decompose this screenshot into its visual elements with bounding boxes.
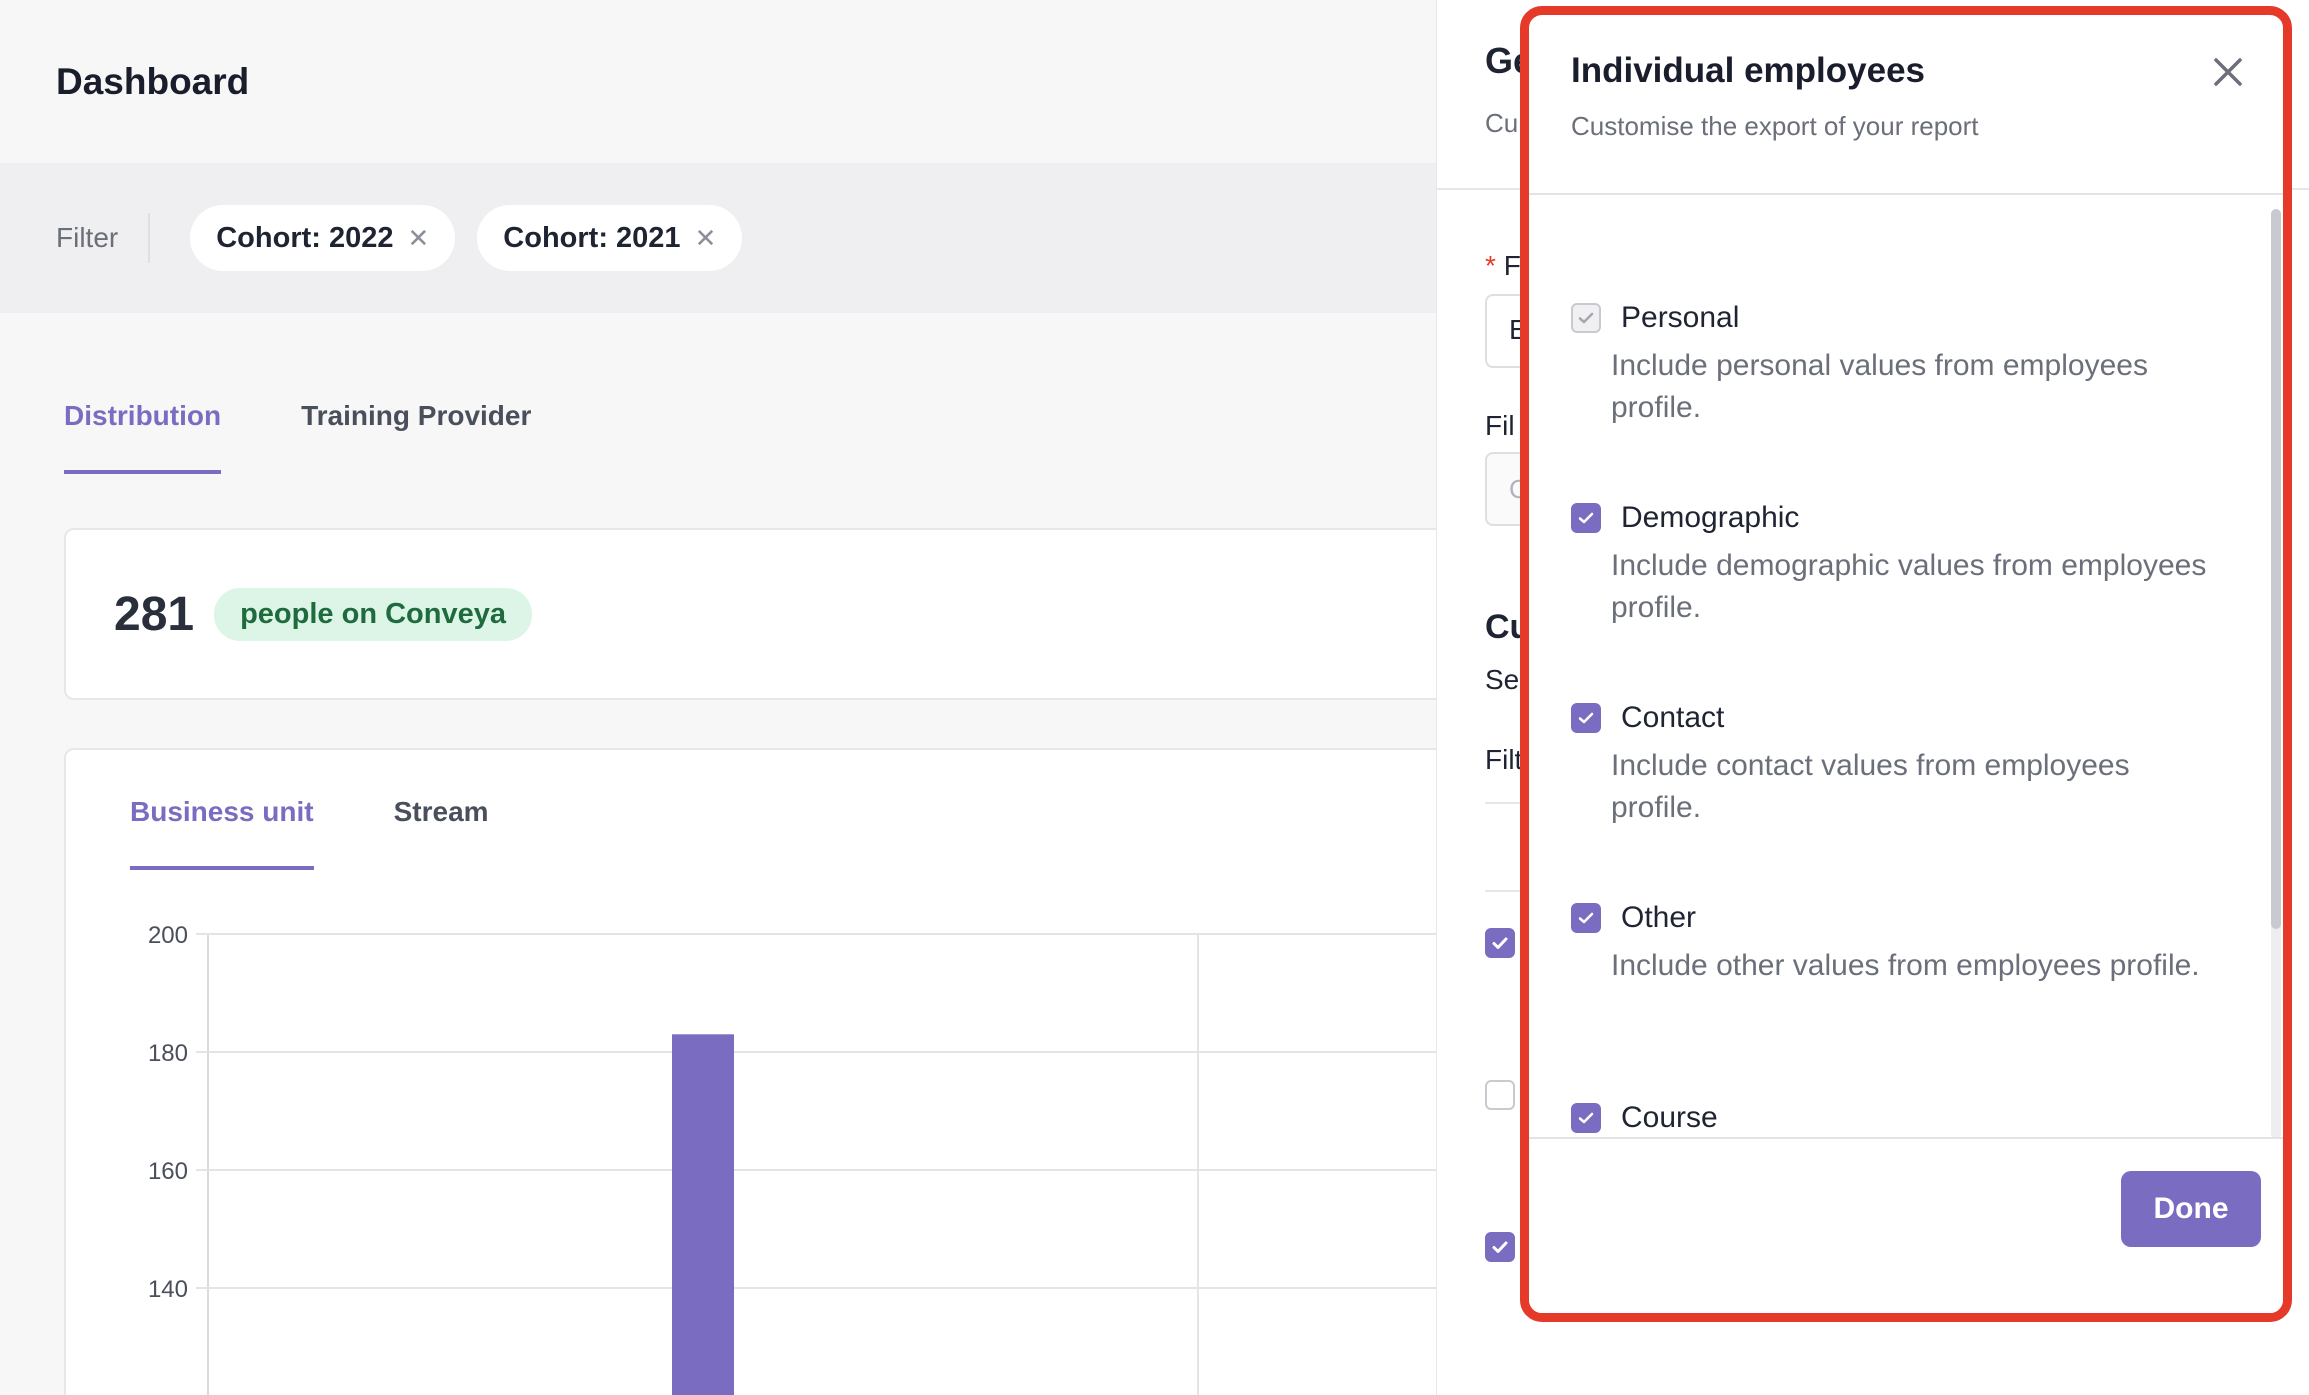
option-other: Other Include other values from employee… <box>1571 901 2211 987</box>
chart-card: Business unit Stream 200 180 160 140 <box>64 748 1436 1395</box>
tab-training-provider[interactable]: Training Provider <box>301 400 532 431</box>
y-tick-label: 160 <box>148 1158 188 1185</box>
option-contact: Contact Include contact values from empl… <box>1571 701 2211 829</box>
y-tick-label: 140 <box>148 1276 188 1303</box>
scrollbar-thumb[interactable] <box>2271 209 2281 929</box>
option-description: Include contact values from employees pr… <box>1611 749 2130 824</box>
people-count-card: 281 people on Conveya <box>64 528 1436 700</box>
done-button[interactable]: Done <box>2121 1171 2261 1247</box>
filter-chip-cohort-2021: Cohort: 2021 ✕ <box>477 205 743 271</box>
option-label: Course <box>1621 1101 1718 1134</box>
drawer-checkbox[interactable] <box>1485 928 1515 958</box>
page-header: Dashboard <box>0 0 1436 163</box>
tab-business-unit[interactable]: Business unit <box>130 796 314 870</box>
people-count-badge: people on Conveya <box>214 587 532 641</box>
section-subtitle-fragment: Se <box>1485 664 1520 695</box>
option-description: Include personal values from employees p… <box>1611 349 2148 424</box>
file-type-label-fragment: Fil <box>1485 410 1515 441</box>
option-course: Course <box>1571 1101 2211 1135</box>
panel-options: Personal Include personal values from em… <box>1529 195 2283 1155</box>
checkbox-course[interactable] <box>1571 1103 1601 1133</box>
close-icon[interactable]: ✕ <box>407 222 430 253</box>
option-personal: Personal Include personal values from em… <box>1571 301 2211 429</box>
option-label: Demographic <box>1621 501 1800 534</box>
option-description: Include other values from employees prof… <box>1611 949 2200 982</box>
drawer-subtitle-fragment: Cu <box>1485 108 1519 138</box>
option-description: Include demographic values from employee… <box>1611 549 2207 624</box>
main-tabs: Distribution Training Provider <box>64 400 531 474</box>
checkbox-other[interactable] <box>1571 903 1601 933</box>
dashboard: Dashboard Filter Cohort: 2022 ✕ Cohort: … <box>0 0 1436 1395</box>
filter-chip-label: Cohort: 2021 <box>503 221 681 254</box>
people-count: 281 <box>114 587 195 641</box>
individual-employees-panel: Individual employees Customise the expor… <box>1520 6 2292 1322</box>
page-title: Dashboard <box>56 60 250 102</box>
option-label: Personal <box>1621 301 1740 334</box>
required-field-label-fragment: * F <box>1485 250 1521 281</box>
filter-chip-cohort-2022: Cohort: 2022 ✕ <box>190 205 456 271</box>
y-tick-label: 180 <box>148 1040 188 1067</box>
checkbox-demographic[interactable] <box>1571 503 1601 533</box>
drawer-checkbox[interactable] <box>1485 1232 1515 1262</box>
chart-tabs: Business unit Stream <box>130 796 489 870</box>
option-demographic: Demographic Include demographic values f… <box>1571 501 2211 629</box>
filter-bar: Filter Cohort: 2022 ✕ Cohort: 2021 ✕ <box>0 163 1436 313</box>
close-icon[interactable]: ✕ <box>694 222 717 253</box>
panel-title: Individual employees <box>1571 51 1925 90</box>
panel-footer: Done <box>1529 1137 2283 1313</box>
option-label: Other <box>1621 901 1697 934</box>
filter-chip-label: Cohort: 2022 <box>216 221 394 254</box>
tab-distribution[interactable]: Distribution <box>64 400 222 474</box>
chart-bar[interactable] <box>672 1034 734 1395</box>
filter-label: Filter <box>56 213 151 263</box>
checkbox-personal[interactable] <box>1571 303 1601 333</box>
bar-chart: 200 180 160 140 <box>148 922 1436 1395</box>
panel-header: Individual employees Customise the expor… <box>1529 15 2283 195</box>
filter-label-fragment: Filt <box>1485 744 1523 775</box>
y-tick-label: 200 <box>148 922 188 949</box>
drawer-checkbox[interactable] <box>1485 1080 1515 1110</box>
close-icon[interactable] <box>2211 55 2245 89</box>
checkbox-contact[interactable] <box>1571 703 1601 733</box>
panel-subtitle: Customise the export of your report <box>1571 111 1979 141</box>
tab-stream[interactable]: Stream <box>393 796 489 827</box>
option-label: Contact <box>1621 701 1725 734</box>
